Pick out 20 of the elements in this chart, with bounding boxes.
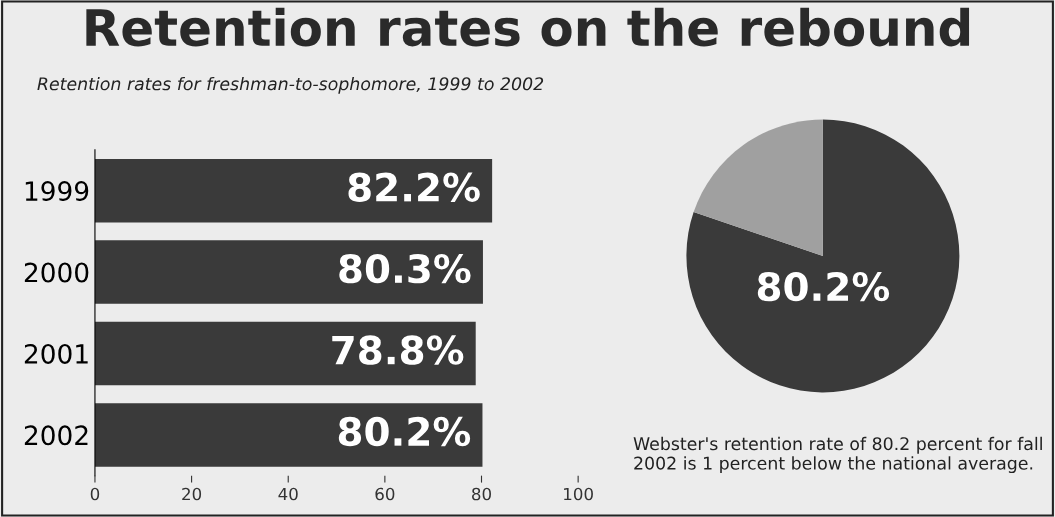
x-tick-label: 40 (278, 487, 298, 501)
data-label: 78.8% (332, 335, 464, 365)
y-tick-label: 2001 (24, 343, 88, 364)
chart-subtitle: Retention rates for freshman-to-sophomore, 1999 to 2002 (37, 76, 544, 94)
data-label: 80.2% (338, 416, 471, 447)
x-tick-label: 80 (472, 487, 491, 501)
y-tick-label: 2000 (24, 262, 89, 283)
pie-slice (693, 119, 823, 256)
text: Webster's retention rate of 80.2 percent for fall 2002 is 1 percent below the national average. (633, 436, 1042, 474)
x-tick-label: 20 (182, 487, 202, 501)
data-label: 82.2% (348, 172, 480, 202)
x-tick-label: 60 (375, 487, 395, 501)
data-label: 80.3% (339, 253, 471, 284)
x-tick-label: 0 (90, 487, 100, 501)
y-tick-label: 1999 (25, 181, 89, 202)
chart-title: Retention rates on the rebound (86, 7, 970, 47)
y-tick-label: 2002 (24, 425, 88, 446)
x-tick-label: 100 (564, 487, 593, 501)
pie-slice (686, 119, 960, 393)
data-label: 80.2% (757, 271, 890, 302)
